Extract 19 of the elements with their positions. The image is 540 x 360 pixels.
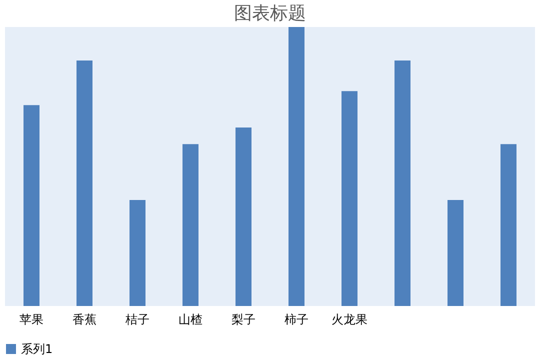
bar	[500, 144, 516, 306]
legend-label: 系列1	[21, 342, 53, 356]
x-tick-label: 桔子	[124, 312, 150, 326]
x-tick-label: 柿子	[284, 312, 308, 326]
bar	[236, 127, 252, 306]
bar	[130, 200, 146, 306]
x-tick-label: 火龙果	[332, 312, 368, 326]
x-tick-label: 苹果	[20, 312, 44, 326]
x-tick-label: 香蕉	[72, 312, 96, 326]
chart-title: 图表标题	[234, 3, 306, 24]
bar	[24, 105, 40, 306]
bar	[182, 144, 198, 306]
bar	[448, 200, 464, 306]
bar	[288, 27, 304, 306]
bar	[342, 91, 358, 306]
x-tick-label: 山楂	[178, 312, 202, 326]
bar	[394, 60, 410, 306]
bar	[76, 60, 92, 306]
x-tick-label: 梨子	[232, 312, 256, 326]
